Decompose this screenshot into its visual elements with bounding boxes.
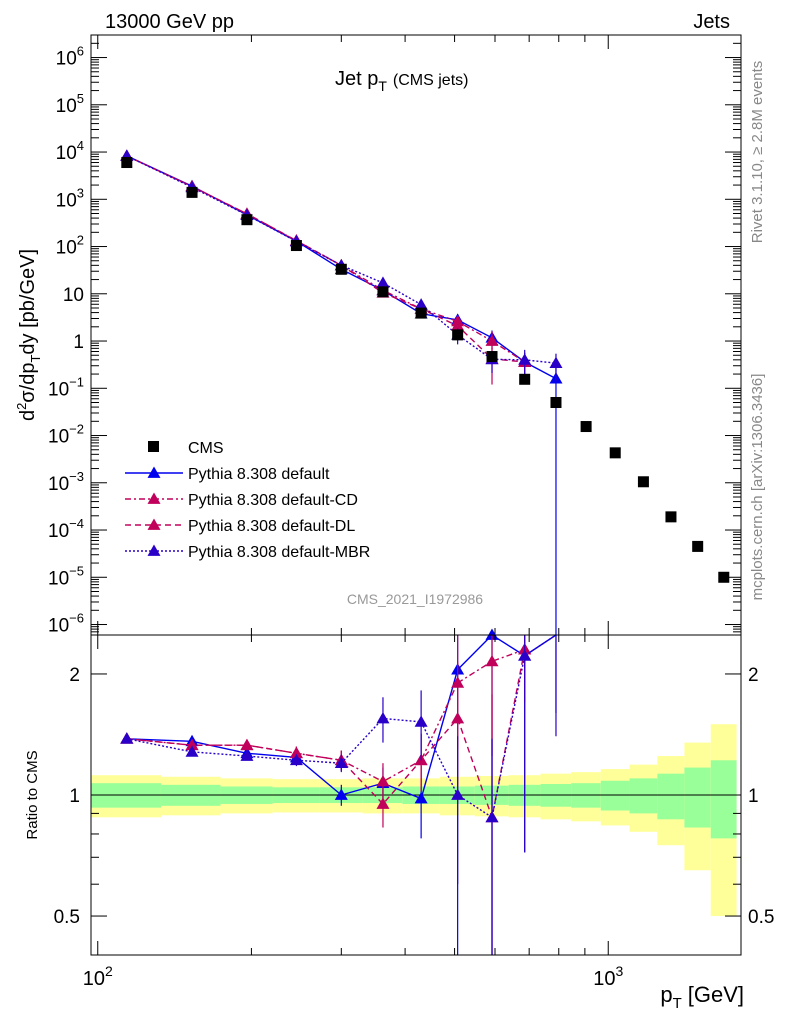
y-tick-label: 10−4 (48, 516, 84, 542)
y-tick-label: 10−2 (48, 422, 84, 448)
ratio-panel: 2 2 1 1 0.5 0.5 102 103 (54, 628, 774, 990)
legend-marker (147, 466, 161, 478)
y-axis-label: d2σ/dpTdy [pb/GeV] (14, 249, 43, 421)
y-tick-label: 106 (56, 44, 84, 70)
ratio-tick-label: 1 (69, 786, 80, 807)
ratio-point (376, 797, 390, 809)
ratio-point (185, 745, 199, 757)
ratio-point (240, 738, 254, 751)
ratio-tick-label-right: 0.5 (748, 907, 774, 928)
series-point (376, 276, 390, 288)
ratio-point (289, 746, 303, 759)
ratio-point (376, 711, 390, 724)
ratio-point (120, 732, 134, 744)
data-point (580, 421, 592, 433)
data-point (121, 157, 133, 169)
series-line (126, 155, 525, 363)
data-point (637, 476, 649, 488)
data-point (550, 397, 562, 409)
y-tick-label: 10−5 (48, 563, 84, 589)
stat-band (684, 767, 711, 828)
series-point (414, 298, 428, 310)
y-tick-label: 102 (56, 233, 84, 259)
legend-label: Pythia 8.308 default-DL (188, 518, 355, 535)
legend-label: Pythia 8.308 default-MBR (188, 544, 370, 561)
ratio-point (334, 788, 348, 800)
ratio-point (414, 715, 428, 727)
rivet-version-label: Rivet 3.1.10, ≥ 2.8M events (749, 61, 766, 244)
legend-marker (147, 492, 161, 504)
y-tick-label: 104 (56, 138, 84, 164)
ratio-line (126, 649, 526, 821)
data-point (335, 263, 347, 275)
mcplots-label: mcplots.cern.ch [arXiv:1306.3436] (749, 374, 766, 601)
y-tick-label: 103 (56, 185, 84, 211)
data-point (609, 447, 621, 459)
ratio-tick-label-right: 2 (748, 665, 759, 686)
header-energy-label: 13000 GeV pp (105, 11, 234, 33)
ratio-tick-label: 2 (69, 665, 80, 686)
series-2 (120, 149, 532, 385)
ratio-point (518, 649, 532, 661)
y-tick-label: 10 (63, 285, 84, 306)
ratio-point (414, 792, 428, 804)
legend-marker (147, 544, 161, 556)
series-point (451, 319, 465, 331)
main-panel: 10610510410310210110−110−210−310−410−510… (48, 34, 742, 637)
data-point (519, 373, 531, 385)
series-point (549, 356, 563, 369)
data-point (377, 286, 389, 298)
data-point (186, 186, 198, 198)
y-tick-label: 10−6 (48, 611, 84, 637)
data-point (452, 329, 464, 341)
ratio-point (485, 654, 499, 667)
series-0 (120, 149, 563, 635)
legend-label: Pythia 8.308 default (188, 466, 330, 483)
ratio-point (451, 711, 465, 724)
data-point (415, 307, 427, 319)
ratio-point (334, 756, 348, 769)
ratio-point (240, 749, 254, 761)
ratio-tick-label-right: 1 (748, 786, 759, 807)
ratio-y-axis-label: Ratio to CMS (24, 750, 41, 839)
stat-band (710, 760, 737, 839)
legend-label-data: CMS (188, 440, 224, 457)
ratio-point (289, 753, 303, 766)
analysis-watermark: CMS_2021_I1972986 (347, 591, 483, 607)
legend-marker (147, 518, 161, 530)
series-point (485, 334, 499, 346)
data-point (665, 511, 677, 523)
data-point (241, 214, 253, 226)
series-point (518, 353, 532, 365)
ratio-tick-label: 0.5 (54, 907, 80, 928)
ratio-point (451, 788, 465, 800)
series-line (126, 155, 557, 364)
ratio-point (185, 738, 199, 751)
stat-band (657, 773, 685, 820)
ratio-series-3 (120, 634, 557, 955)
stat-band (600, 780, 630, 811)
stat-band (629, 778, 658, 814)
data-point (692, 540, 704, 552)
y-tick-label: 105 (56, 91, 84, 117)
y-tick-label: 1 (73, 332, 84, 353)
x-axis-label: pT [GeV] (660, 982, 744, 1012)
legend: CMS Pythia 8.308 default Pythia 8.308 defa… (125, 440, 370, 561)
legend-label: Pythia 8.308 default-CD (188, 492, 358, 509)
ratio-point (376, 775, 390, 787)
data-point (290, 240, 302, 252)
x-tick-label: 103 (593, 963, 623, 990)
header-process-label: Jets (693, 11, 730, 33)
series-1 (120, 149, 532, 379)
data-point (718, 571, 730, 583)
x-tick-label: 102 (83, 963, 113, 990)
data-point (486, 351, 498, 363)
legend-marker-data (148, 441, 159, 452)
ratio-point (485, 810, 499, 823)
chart-title: Jet pT (CMS jets) (335, 68, 468, 94)
y-tick-label: 10−3 (48, 469, 84, 495)
y-tick-label: 10−1 (48, 374, 84, 400)
